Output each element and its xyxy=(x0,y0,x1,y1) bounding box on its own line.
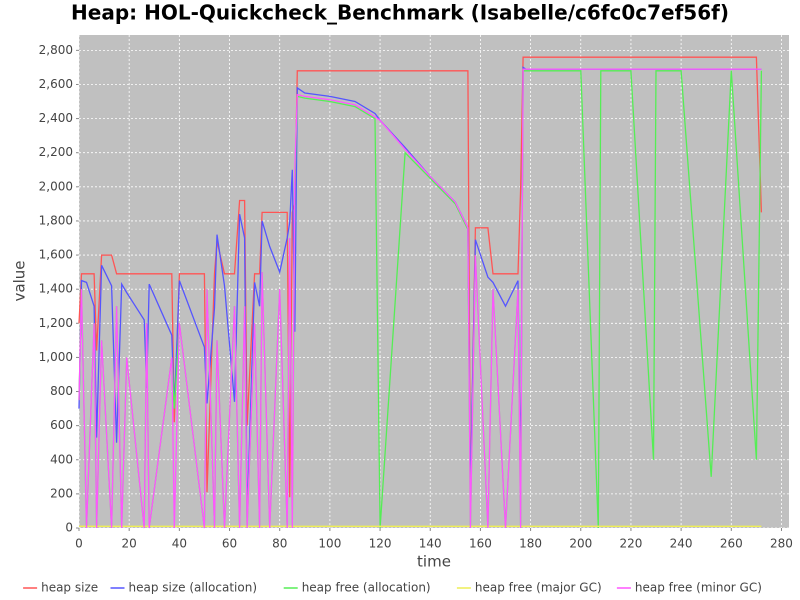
x-tick-label: 20 xyxy=(122,537,137,551)
x-tick-label: 40 xyxy=(172,537,187,551)
x-tick-label: 60 xyxy=(222,537,237,551)
y-axis-title: value xyxy=(11,261,29,302)
x-tick-label: 100 xyxy=(318,537,341,551)
y-tick-label: 1,200 xyxy=(39,316,73,330)
x-tick-label: 180 xyxy=(519,537,542,551)
legend-label: heap free (major GC) xyxy=(475,581,602,595)
chart-title: Heap: HOL-Quickcheck_Benchmark (Isabelle… xyxy=(71,1,729,25)
legend-label: heap size (allocation) xyxy=(129,581,258,595)
y-tick-label: 1,600 xyxy=(39,248,73,262)
x-tick-label: 240 xyxy=(670,537,693,551)
y-tick-label: 600 xyxy=(50,418,73,432)
y-tick-label: 1,000 xyxy=(39,350,73,364)
y-tick-label: 2,400 xyxy=(39,111,73,125)
x-tick-label: 260 xyxy=(720,537,743,551)
x-tick-label: 160 xyxy=(469,537,492,551)
y-tick-label: 1,400 xyxy=(39,282,73,296)
legend-label: heap free (allocation) xyxy=(302,581,431,595)
x-tick-label: 80 xyxy=(272,537,287,551)
x-tick-label: 0 xyxy=(75,537,83,551)
y-tick-label: 2,000 xyxy=(39,179,73,193)
legend-label: heap free (minor GC) xyxy=(635,581,762,595)
x-axis-title: time xyxy=(417,553,451,571)
x-tick-label: 140 xyxy=(419,537,442,551)
y-tick-label: 800 xyxy=(50,384,73,398)
y-tick-label: 0 xyxy=(65,521,73,535)
y-tick-label: 2,600 xyxy=(39,77,73,91)
y-tick-label: 200 xyxy=(50,486,73,500)
y-tick-label: 2,200 xyxy=(39,145,73,159)
x-tick-label: 220 xyxy=(619,537,642,551)
y-tick-label: 1,800 xyxy=(39,213,73,227)
series-line xyxy=(78,68,762,529)
legend-label: heap size xyxy=(41,581,98,595)
plot-area xyxy=(79,35,789,528)
x-tick-label: 200 xyxy=(569,537,592,551)
x-tick-label: 120 xyxy=(369,537,392,551)
x-tick-label: 280 xyxy=(770,537,793,551)
y-tick-label: 400 xyxy=(50,452,73,466)
y-tick-label: 2,800 xyxy=(39,43,73,57)
